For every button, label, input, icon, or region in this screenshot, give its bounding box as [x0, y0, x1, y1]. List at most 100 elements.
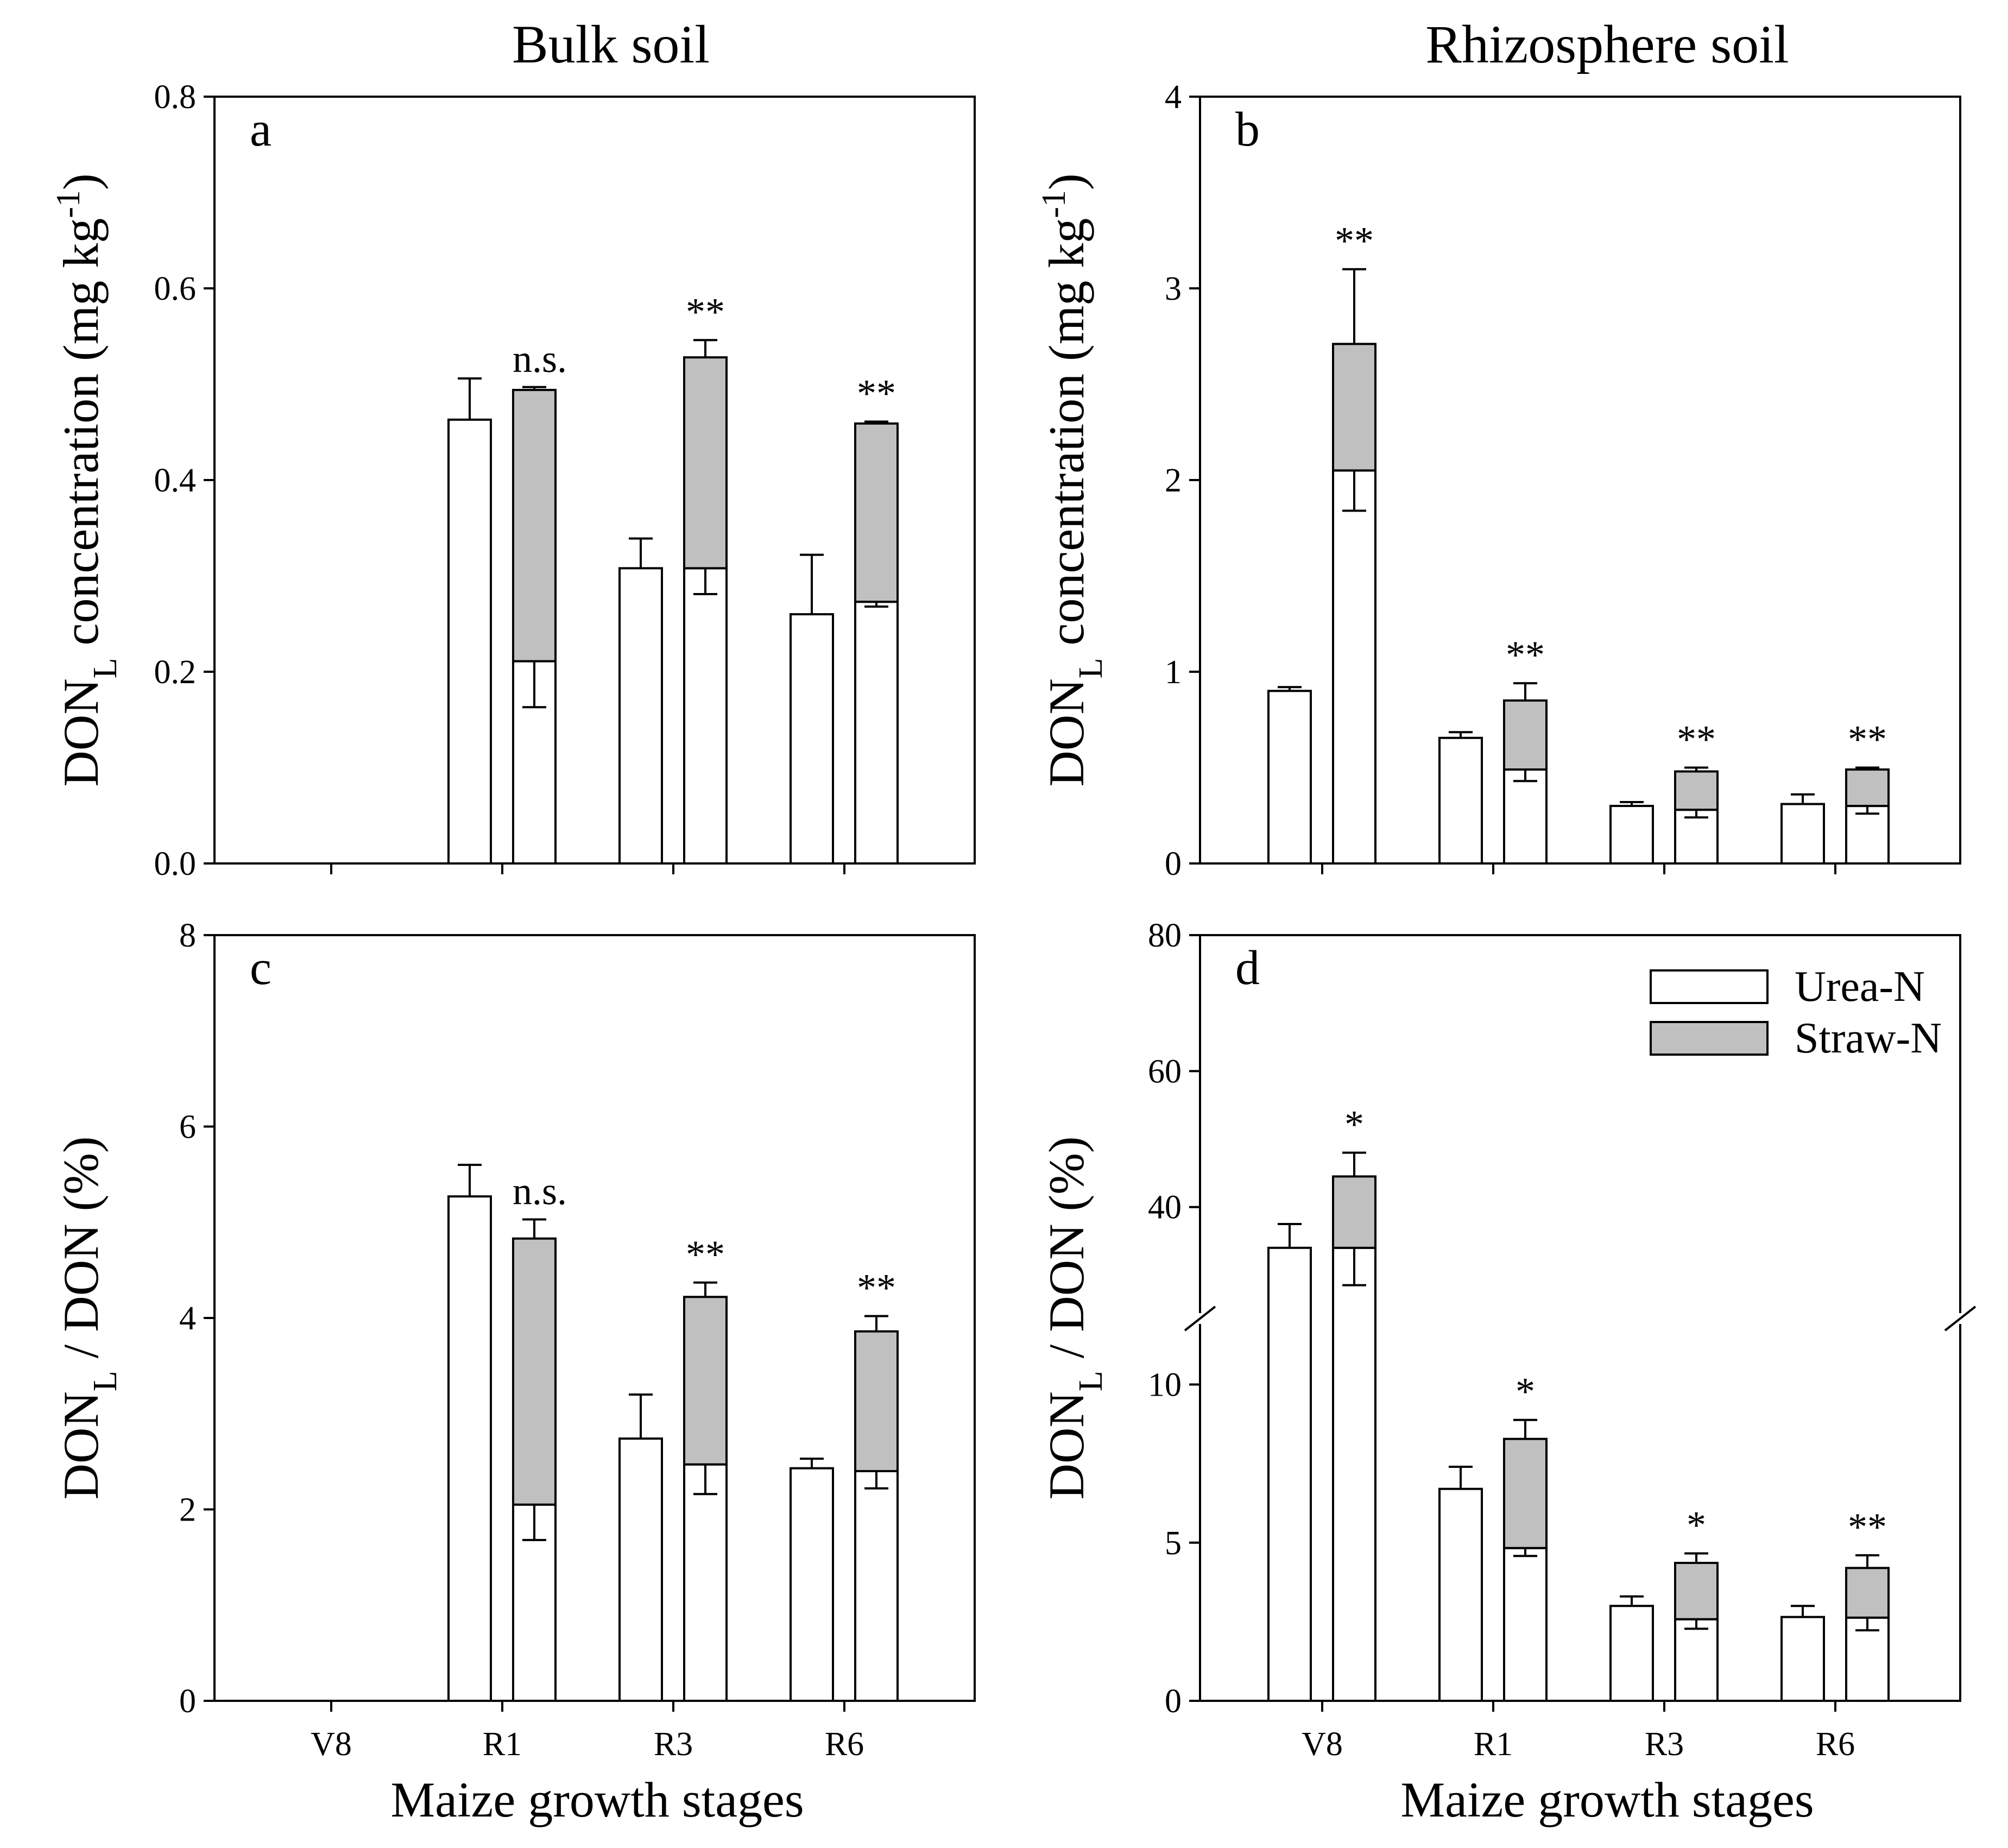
- bar-stacked-urea-r3: [1674, 809, 1719, 865]
- x-tick-label-r3: R3: [654, 1726, 693, 1763]
- y-axis-label: DONL / DON (%): [53, 1137, 124, 1500]
- bar-urea-only-r6: [1780, 1616, 1825, 1702]
- error-bar-stacked-total-r6: [864, 1315, 888, 1332]
- error-bar-stacked-total-r3: [1684, 766, 1708, 772]
- x-tick-label-v8: V8: [1302, 1726, 1343, 1763]
- bar-urea-only-r3: [1609, 805, 1654, 865]
- error-bar-stacked-total-v8: [1342, 1151, 1366, 1177]
- bar-urea-only-r6: [790, 613, 834, 865]
- plot-frame-upper: [1199, 934, 1961, 1313]
- bar-urea-only-r3: [618, 1437, 663, 1702]
- legend-swatch-urea: [1650, 969, 1769, 1004]
- x-tick-label-r1: R1: [483, 1726, 522, 1763]
- error-bar-stacked-urea-r1: [1513, 770, 1537, 783]
- x-axis-label-left: Maize growth stages: [390, 1772, 804, 1827]
- y-axis-label: DONL / DON (%): [1039, 1137, 1109, 1500]
- error-bar-stacked-total-v8: [1342, 268, 1366, 344]
- error-bar-urea-only-r6: [1791, 1605, 1815, 1617]
- error-bar-urea-only-r6: [1791, 793, 1815, 804]
- column-title-bulk-soil: Bulk soil: [512, 14, 710, 74]
- error-bar-stacked-urea-r3: [1684, 810, 1708, 819]
- x-axis-label-right: Maize growth stages: [1400, 1772, 1814, 1827]
- y-tick-label: 6: [179, 1109, 196, 1146]
- error-bar-stacked-urea-r6: [864, 1471, 888, 1490]
- error-bar-urea-only-r6: [800, 553, 824, 615]
- bar-urea-only-r1: [447, 1195, 492, 1702]
- error-bar-stacked-urea-r1: [522, 1504, 546, 1541]
- bar-urea-only-v8: [1267, 1246, 1312, 1702]
- panel-c-bulk-ratio: 0 2 4 6 8 V8 R1 R3 R6 n.s. ** ** c DONL / DON (%): [53, 917, 976, 1763]
- error-bar-stacked-total-r1: [522, 386, 546, 390]
- error-bar-urea-only-r3: [629, 1393, 653, 1439]
- bar-urea-only-v8: [1267, 690, 1312, 865]
- y-tick-label: 0.4: [154, 462, 197, 499]
- error-bar-stacked-total-r6: [1855, 766, 1879, 770]
- bar-stacked-straw-r1: [1503, 699, 1548, 771]
- error-bar-stacked-urea-r6: [864, 602, 888, 608]
- panel-a-bulk-concentration: 0.0 0.2 0.4 0.6 0.8 n.s. ** ** a DONL concentrati…: [50, 79, 976, 882]
- y-tick-label: 0: [179, 1683, 196, 1720]
- y-tick-label: 0: [1165, 1683, 1182, 1720]
- bar-urea-only-r3: [618, 567, 663, 865]
- bar-stacked-straw-r6: [1845, 768, 1890, 808]
- bar-stacked-straw-r1: [512, 389, 557, 663]
- panel-letter: d: [1235, 941, 1260, 995]
- y-tick-label: 8: [179, 917, 196, 954]
- bar-urea-only-r1: [1438, 736, 1483, 865]
- y-tick-label: 0: [1165, 846, 1182, 882]
- column-title-rhizosphere-soil: Rhizosphere soil: [1425, 14, 1789, 74]
- bar-stacked-urea-r1: [1503, 1547, 1548, 1702]
- plot-frame: [1199, 96, 1961, 865]
- error-bar-stacked-total-r1: [1513, 682, 1537, 701]
- error-bar-stacked-total-r3: [693, 339, 717, 358]
- significance-label-r1: n.s.: [513, 337, 567, 381]
- significance-label-r3: *: [1687, 1504, 1706, 1547]
- error-bar-stacked-urea-r3: [693, 568, 717, 596]
- bar-urea-only-r6: [1780, 803, 1825, 865]
- y-tick-label: 1: [1165, 654, 1182, 691]
- significance-label-r6: **: [857, 371, 896, 415]
- y-tick-label: 4: [1165, 79, 1182, 116]
- y-tick-label: 4: [179, 1300, 196, 1337]
- error-bar-stacked-urea-r1: [1513, 1548, 1537, 1557]
- error-bar-stacked-urea-r3: [693, 1464, 717, 1496]
- error-bar-urea-only-r3: [1620, 801, 1644, 806]
- bar-stacked-urea-r6: [854, 601, 899, 865]
- y-tick-label: 5: [1165, 1525, 1182, 1562]
- axis-break-mark-right: [1944, 1305, 1977, 1332]
- error-bar-urea-only-r1: [1449, 731, 1473, 738]
- bar-stacked-straw-r3: [683, 1296, 728, 1466]
- panel-b-rhizosphere-concentration: 0 1 2 3 4 ** ** ** ** b DONL concentration (mg kg-…: [1035, 79, 1961, 882]
- panel-letter: b: [1235, 103, 1260, 156]
- significance-label-v8: **: [1335, 219, 1374, 263]
- bar-stacked-straw-r1: [512, 1237, 557, 1506]
- x-tick-label-v8: V8: [311, 1726, 352, 1763]
- bar-stacked-straw-v8: [1332, 1175, 1376, 1249]
- error-bar-urea-only-v8: [1278, 1223, 1302, 1248]
- error-bar-stacked-total-r3: [1684, 1552, 1708, 1563]
- bar-stacked-straw-v8: [1332, 343, 1376, 472]
- error-bar-urea-only-r1: [458, 377, 482, 420]
- bar-stacked-urea-r6: [1845, 805, 1890, 865]
- error-bar-urea-only-v8: [1278, 686, 1302, 691]
- significance-label-r3: **: [686, 290, 725, 333]
- significance-label-r6: **: [1848, 1505, 1887, 1549]
- plot-frame-lower: [1199, 1324, 1961, 1702]
- bar-stacked-straw-r1: [1503, 1437, 1548, 1549]
- legend-label-urea: Urea-N: [1795, 963, 1925, 1011]
- x-tick-label-r6: R6: [1816, 1726, 1855, 1763]
- y-tick-label: 0.6: [154, 270, 197, 307]
- bar-stacked-urea-r3: [683, 1463, 728, 1702]
- y-tick-label: 3: [1165, 270, 1182, 307]
- error-bar-urea-only-r3: [629, 537, 653, 569]
- legend: Urea-N Straw-N: [1650, 963, 1942, 1062]
- error-bar-stacked-urea-r6: [1855, 806, 1879, 815]
- error-bar-stacked-urea-v8: [1342, 1247, 1366, 1286]
- significance-label-r1: *: [1516, 1370, 1535, 1414]
- error-bar-stacked-total-r6: [1855, 1554, 1879, 1568]
- x-tick-label-r1: R1: [1474, 1726, 1513, 1763]
- bar-urea-only-r6: [790, 1467, 834, 1702]
- x-tick-label-r3: R3: [1645, 1726, 1684, 1763]
